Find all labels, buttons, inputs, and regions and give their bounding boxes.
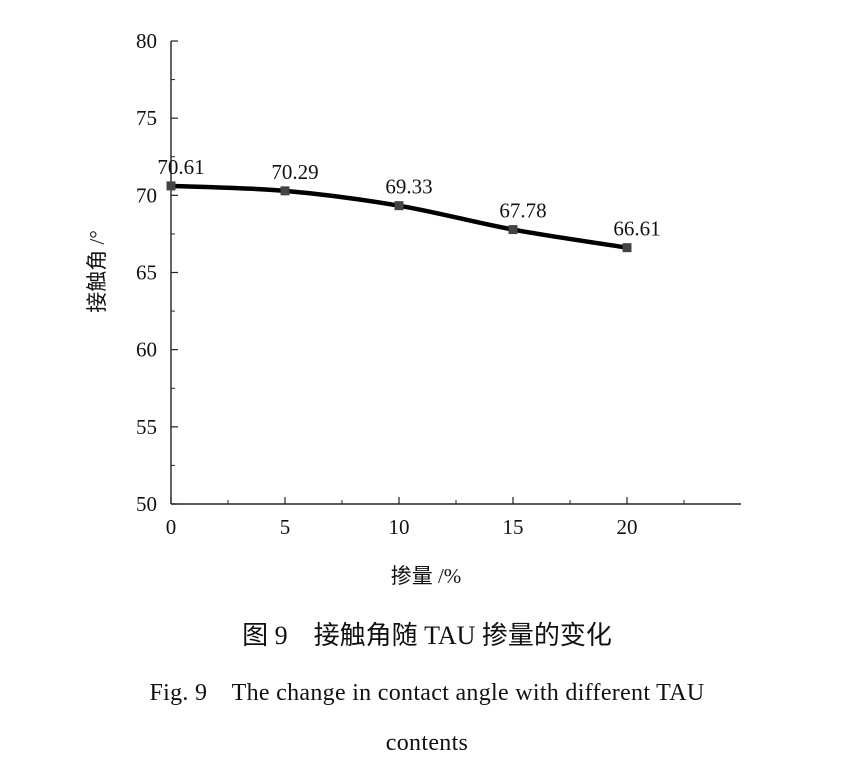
x-tick-label: 20	[617, 515, 638, 539]
y-tick-label: 75	[136, 106, 157, 130]
data-label: 70.29	[271, 160, 318, 184]
chart-axes	[170, 41, 741, 505]
y-tick-label: 70	[136, 183, 157, 207]
y-tick-label: 65	[136, 261, 157, 285]
x-axis-title: 掺量 /%	[391, 564, 462, 588]
y-tick-label: 50	[136, 492, 157, 516]
data-point-marker	[394, 201, 404, 211]
figure-caption-english-line1: Fig. 9 The change in contact angle with …	[149, 680, 705, 706]
x-tick-label: 15	[503, 515, 524, 539]
figure-caption-chinese: 图 9 接触角随 TAU 掺量的变化	[242, 621, 612, 650]
y-tick-label: 55	[136, 415, 157, 439]
data-point-marker	[508, 225, 518, 235]
figure-caption-english: Fig. 9 The change in contact angle with …	[0, 668, 854, 768]
x-tick-label: 0	[166, 515, 177, 539]
data-label: 69.33	[385, 175, 432, 199]
y-tick-label: 60	[136, 338, 157, 362]
data-label: 70.61	[157, 155, 204, 179]
chart-series	[166, 181, 632, 253]
data-point-marker	[166, 181, 176, 191]
y-tick-label: 80	[136, 29, 157, 53]
data-point-marker	[280, 186, 290, 196]
chart-labels: 70.61 70.29 69.33 67.78 66.61 掺量 /% 接触角 /°	[85, 155, 661, 588]
chart-ticks: 50 55 60 65 70 75 80 0 5 10 15 20	[136, 29, 685, 539]
data-point-marker	[622, 243, 632, 253]
figure-caption-english-line2: contents	[385, 730, 469, 756]
data-label: 67.78	[499, 199, 546, 223]
line-chart: 50 55 60 65 70 75 80 0 5 10 15 20 70.61 70.29 69.33 67…	[85, 29, 741, 588]
y-axis-title: 接触角 /°	[85, 230, 109, 312]
x-tick-label: 10	[389, 515, 410, 539]
data-label: 66.61	[613, 217, 660, 241]
x-tick-label: 5	[280, 515, 291, 539]
